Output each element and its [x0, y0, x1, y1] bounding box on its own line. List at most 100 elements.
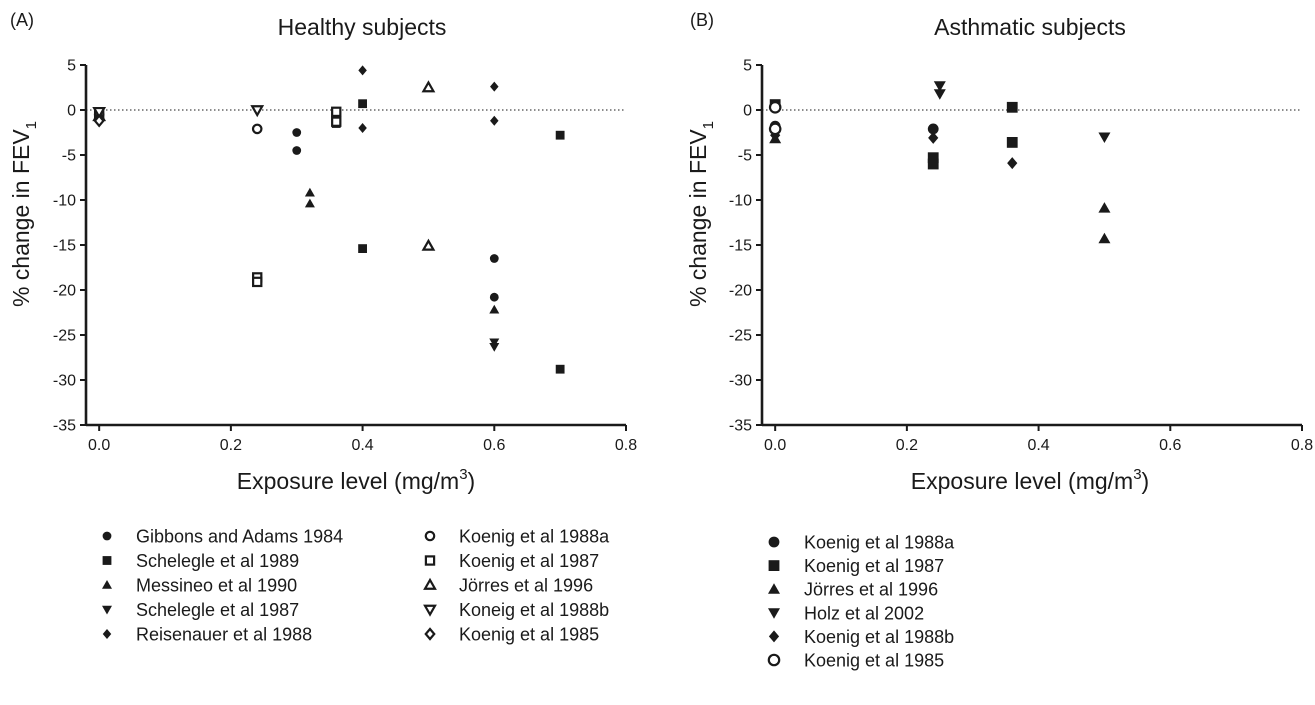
legend-marker: [424, 530, 436, 542]
x-axis-label-superscript: 3: [1133, 466, 1141, 483]
data-point: [331, 116, 342, 127]
y-tick-label: -5: [738, 148, 752, 165]
legend-label: Koenig et al 1988a: [459, 527, 610, 547]
legend-label: Jörres et al 1996: [804, 580, 938, 600]
data-point: [1007, 157, 1018, 170]
y-tick-label: -15: [53, 238, 76, 255]
y-tick-label: -15: [729, 238, 752, 255]
legend-marker: [102, 531, 112, 541]
y-axis-label: % change in FEV1: [8, 121, 40, 307]
data-point: [358, 123, 367, 133]
legend-marker: [102, 605, 112, 615]
legend-marker: [102, 556, 112, 565]
legend-marker: [423, 577, 437, 590]
data-point: [331, 106, 342, 117]
data-point: [490, 81, 499, 92]
data-point: [292, 128, 302, 137]
legend-label: Koenig et al 1988b: [804, 627, 954, 647]
legend-marker: [424, 555, 436, 566]
data-point: [490, 115, 499, 126]
data-point: [489, 254, 499, 263]
legend-label: Koneig et al 1988b: [459, 600, 609, 620]
x-axis-label-text: Exposure level (mg/m: [237, 468, 459, 494]
y-tick-label: -30: [729, 373, 752, 390]
data-point: [358, 65, 367, 76]
legend: Gibbons and Adams 1984 Schelegle et al 19…: [102, 527, 610, 645]
data-point: [933, 81, 946, 92]
y-tick-label: -20: [729, 283, 752, 300]
data-point: [1006, 137, 1018, 148]
y-axis-label-text: % change in FEV: [8, 129, 34, 307]
data-point: [358, 99, 367, 109]
legend-marker: [768, 583, 780, 594]
data-point: [927, 158, 939, 170]
data-point: [93, 114, 105, 128]
data-point: [928, 131, 939, 144]
legend-marker: [768, 536, 780, 548]
x-tick-label: 0.0: [764, 437, 786, 454]
data-point: [252, 276, 263, 288]
plot-area: 5 0 -5 -10 -15 -20 -25 -30 -35 0.0 0.2 0.4 0.6 0.8: [53, 58, 637, 455]
legend-label: Koenig et al 1988a: [804, 533, 955, 553]
data-point: [555, 364, 565, 374]
legend-marker: [768, 608, 780, 619]
x-axis-label: Exposure level (mg/m3): [237, 466, 475, 494]
panel-asthmatic-subjects: (B) Asthmatic subjects 5 0 -5 -10 -15 -20 -25 -…: [685, 10, 1313, 671]
legend-label: Gibbons and Adams 1984: [136, 527, 343, 547]
y-tick-label: -25: [53, 328, 76, 345]
data-point: [489, 292, 499, 302]
y-axis-label-text: % change in FEV: [685, 129, 711, 307]
legend: Koenig et al 1988a Koenig et al 1987 Jörre…: [767, 533, 955, 671]
data-point: [555, 130, 565, 140]
y-tick-label: -25: [729, 328, 752, 345]
legend-marker: [102, 629, 112, 639]
x-tick-label: 0.4: [351, 437, 373, 454]
x-axis-label-end: ): [468, 468, 476, 494]
y-tick-label: 5: [743, 58, 752, 75]
data-point: [768, 122, 782, 136]
legend-marker: [768, 630, 780, 643]
legend-marker: [102, 580, 112, 589]
legend-label: Koenig et al 1985: [804, 651, 944, 671]
panel-letter: (A): [10, 10, 34, 30]
data-point: [927, 152, 939, 164]
y-axis-label-subscript: 1: [23, 121, 40, 129]
data-point: [92, 106, 107, 120]
x-tick-label: 0.8: [615, 437, 637, 454]
data-point: [1098, 232, 1111, 244]
data-point: [489, 342, 500, 352]
y-tick-label: -10: [53, 193, 76, 210]
x-axis-label: Exposure level (mg/m3): [911, 466, 1149, 494]
y-axis-label-subscript: 1: [700, 121, 717, 129]
x-axis-label-end: ): [1142, 468, 1150, 494]
plot-area: 5 0 -5 -10 -15 -20 -25 -30 -35 0.0 0.2 0.4 0.6 0.8: [729, 58, 1313, 455]
y-tick-label: -35: [729, 418, 752, 435]
data-point: [1098, 132, 1111, 143]
legend-label: Schelegle et al 1987: [136, 600, 299, 620]
data-point: [933, 89, 946, 100]
x-tick-label: 0.6: [483, 437, 505, 454]
x-tick-label: 0.8: [1291, 437, 1313, 454]
y-tick-label: 0: [743, 103, 752, 120]
legend-label: Jörres et al 1996: [459, 576, 593, 596]
legend-label: Koenig et al 1987: [459, 551, 599, 571]
x-tick-label: 0.2: [220, 437, 242, 454]
y-axis-label: % change in FEV1: [685, 121, 717, 307]
data-point: [304, 198, 315, 208]
data-point: [251, 123, 263, 135]
data-point: [292, 146, 302, 155]
legend-marker: [768, 560, 780, 571]
data-point: [489, 304, 500, 314]
data-point: [421, 80, 436, 93]
legend-marker: [423, 604, 437, 617]
data-point: [304, 187, 315, 197]
data-point: [489, 338, 500, 348]
legend-label: Koenig et al 1987: [804, 556, 944, 576]
data-point: [927, 123, 939, 135]
legend-label: Reisenauer et al 1988: [136, 625, 312, 645]
x-tick-label: 0.4: [1027, 437, 1049, 454]
data-point: [1006, 101, 1018, 113]
x-axis-label-text: Exposure level (mg/m: [911, 468, 1133, 494]
y-tick-label: -5: [62, 148, 76, 165]
